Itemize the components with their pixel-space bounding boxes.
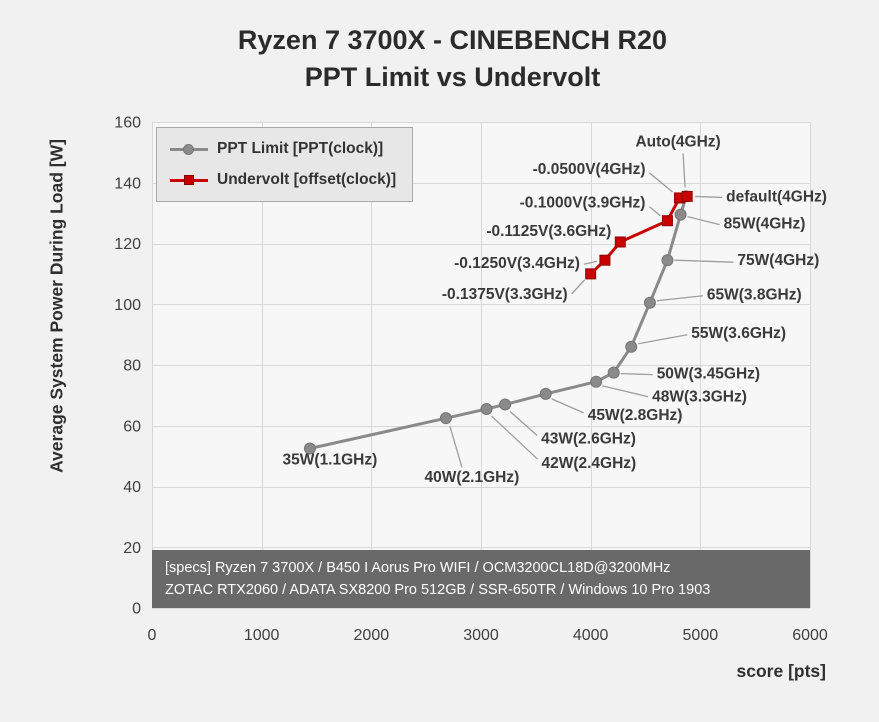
data-point-label: 42W(2.4GHz) — [541, 455, 636, 472]
data-point-label: -0.1250V(3.4GHz) — [454, 255, 580, 272]
svg-text:40: 40 — [123, 479, 141, 496]
specs-line2: ZOTAC RTX2060 / ADATA SX8200 Pro 512GB /… — [165, 582, 711, 598]
svg-text:2000: 2000 — [354, 627, 390, 644]
legend: PPT Limit [PPT(clock)] Undervolt [offset… — [156, 127, 414, 202]
label-leader-line — [638, 334, 688, 345]
legend-label-undervolt: Undervolt [offset(clock)] — [217, 171, 397, 188]
data-point-marker — [599, 254, 611, 266]
label-leader-line — [649, 172, 673, 193]
svg-text:100: 100 — [114, 297, 141, 314]
data-point-marker — [625, 340, 638, 353]
svg-text:120: 120 — [114, 236, 141, 253]
chart-title-line1: Ryzen 7 3700X - CINEBENCH R20 — [237, 25, 668, 55]
data-point-label: -0.0500V(4GHz) — [533, 161, 646, 178]
data-point-marker — [661, 254, 674, 267]
svg-text:60: 60 — [123, 418, 141, 435]
label-leader-line — [583, 260, 598, 265]
series-0: 35W(1.1GHz) 40W(2.1GHz) 42W(2.4GHz) 43W(2.6… — [283, 133, 820, 486]
label-leader-line — [687, 216, 720, 226]
x-tick-labels: 0 1000 2000 3000 4000 5000 6000 — [148, 627, 828, 644]
label-leader-line — [491, 415, 538, 460]
data-point-label: -0.1000V(3.9GHz) — [520, 195, 646, 212]
svg-text:6000: 6000 — [792, 627, 828, 644]
gridlines — [152, 122, 811, 609]
data-point-label: 40W(2.1GHz) — [425, 469, 520, 486]
svg-text:3000: 3000 — [463, 627, 499, 644]
svg-text:5000: 5000 — [683, 627, 719, 644]
ppt-limit-series-marker-icon — [170, 142, 208, 156]
legend-item-undervolt: Undervolt [offset(clock)] — [170, 171, 396, 189]
x-axis-title: score [pts] — [736, 661, 826, 681]
chart-title-line2: PPT Limit vs Undervolt — [304, 62, 601, 92]
data-point-label: 45W(2.8GHz) — [588, 407, 683, 424]
label-leader-line — [656, 295, 703, 302]
chart-title: Ryzen 7 3700X - CINEBENCH R20 PPT Limit … — [0, 22, 879, 96]
label-leader-line — [449, 425, 463, 468]
label-leader-line — [674, 259, 734, 263]
data-point-label: 35W(1.1GHz) — [283, 452, 378, 469]
series-line — [309, 195, 688, 450]
svg-text:80: 80 — [123, 358, 141, 375]
svg-text:140: 140 — [114, 175, 141, 192]
data-point-marker — [539, 387, 552, 400]
data-point-label: default(4GHz) — [726, 188, 827, 205]
data-point-marker — [674, 208, 687, 221]
label-leader-line — [601, 385, 649, 398]
data-point-marker — [303, 442, 316, 455]
label-leader-line — [649, 206, 661, 217]
svg-text:0: 0 — [148, 627, 157, 644]
label-leader-line — [695, 195, 723, 199]
data-point-marker — [607, 366, 620, 379]
data-point-marker — [585, 268, 597, 280]
svg-text:20: 20 — [123, 540, 141, 557]
data-point-label: 43W(2.6GHz) — [541, 430, 636, 447]
svg-text:1000: 1000 — [244, 627, 280, 644]
svg-text:4000: 4000 — [573, 627, 609, 644]
label-leader-line — [620, 372, 653, 376]
data-point-marker — [681, 190, 693, 202]
label-leader-line — [509, 411, 538, 436]
data-point-label: -0.1375V(3.3GHz) — [442, 286, 568, 303]
svg-text:160: 160 — [114, 115, 141, 132]
svg-text:0: 0 — [132, 601, 141, 618]
data-point-label: 48W(3.3GHz) — [652, 389, 747, 406]
data-point-marker — [643, 296, 656, 309]
data-point-marker — [499, 398, 512, 411]
data-point-label: Auto(4GHz) — [635, 133, 720, 150]
data-point-marker — [590, 375, 603, 388]
data-point-label: 65W(3.8GHz) — [707, 287, 802, 304]
data-point-label: 85W(4GHz) — [724, 216, 806, 233]
data-point-marker — [614, 236, 626, 248]
specs-line1: [specs] Ryzen 7 3700X / B450 I Aorus Pro… — [165, 560, 671, 576]
legend-item-ppt-limit: PPT Limit [PPT(clock)] — [170, 140, 396, 158]
label-leader-line — [682, 153, 686, 188]
data-point-label: 75W(4GHz) — [737, 252, 819, 269]
data-point-marker — [661, 215, 673, 227]
label-leader-line — [571, 279, 586, 295]
data-point-label: 55W(3.6GHz) — [691, 325, 786, 342]
data-point-marker — [439, 412, 452, 425]
specs-box: [specs] Ryzen 7 3700X / B450 I Aorus Pro… — [152, 550, 810, 608]
label-leader-line — [551, 398, 584, 414]
legend-label-ppt-limit: PPT Limit [PPT(clock)] — [217, 140, 384, 157]
y-tick-labels: 0 20 40 60 80 100 120 140 160 — [114, 115, 141, 618]
series-1: -0.1375V(3.3GHz) -0.1250V(3.4GHz) -0.1125V… — [442, 161, 827, 303]
y-axis-title: Average System Power During Load [W] — [46, 139, 67, 473]
data-point-marker — [480, 403, 493, 416]
undervolt-series-marker-icon — [170, 173, 208, 187]
data-point-label: -0.1125V(3.6GHz) — [486, 223, 611, 240]
data-point-label: 50W(3.45GHz) — [657, 366, 760, 383]
